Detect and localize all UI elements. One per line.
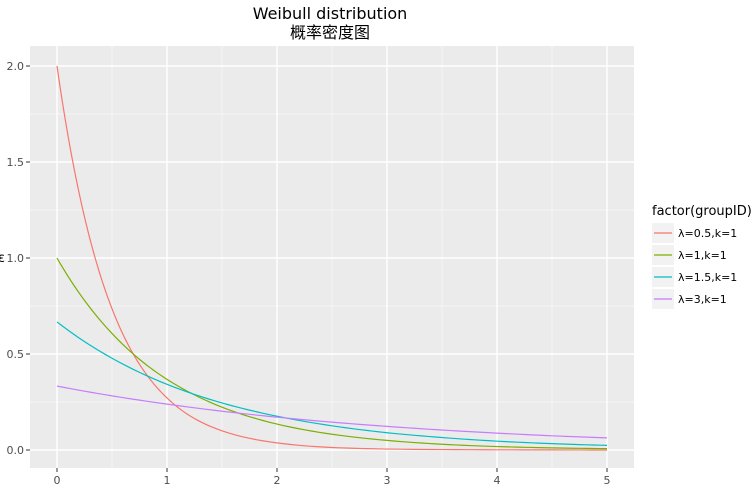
series-line (56, 321, 608, 446)
y-tick-label: 0.5 (7, 348, 25, 361)
x-tick-label: 4 (494, 474, 501, 487)
y-axis-ticks: 0.0 0.5 1.0 1.5 2.0 (7, 60, 30, 457)
chart-title: Weibull distribution (253, 4, 408, 23)
series-line (56, 257, 608, 450)
x-axis-ticks: 0 1 2 3 4 5 (54, 468, 611, 487)
series-lines (56, 65, 608, 451)
series-line (56, 65, 608, 451)
series-line (56, 385, 608, 439)
y-tick-label: 1.0 (7, 252, 25, 265)
legend: λ=0.5,k=1 λ=1,k=1 λ=1.5,k=1 λ=3,k=1 (652, 223, 737, 309)
y-tick-label: 1.5 (7, 156, 25, 169)
legend-label: λ=3,k=1 (678, 293, 727, 306)
x-tick-label: 5 (604, 474, 611, 487)
grid-minor (30, 46, 634, 468)
y-axis-label: ε (0, 251, 5, 266)
legend-label: λ=0.5,k=1 (678, 227, 737, 240)
x-tick-label: 2 (274, 474, 281, 487)
x-tick-label: 1 (164, 474, 171, 487)
x-tick-label: 3 (384, 474, 391, 487)
legend-title: factor(groupID) (652, 204, 752, 219)
y-tick-label: 2.0 (7, 60, 25, 73)
y-tick-label: 0.0 (7, 444, 25, 457)
legend-label: λ=1.5,k=1 (678, 271, 737, 284)
legend-label: λ=1,k=1 (678, 249, 727, 262)
chart-subtitle: 概率密度图 (290, 23, 370, 42)
x-tick-label: 0 (54, 474, 61, 487)
